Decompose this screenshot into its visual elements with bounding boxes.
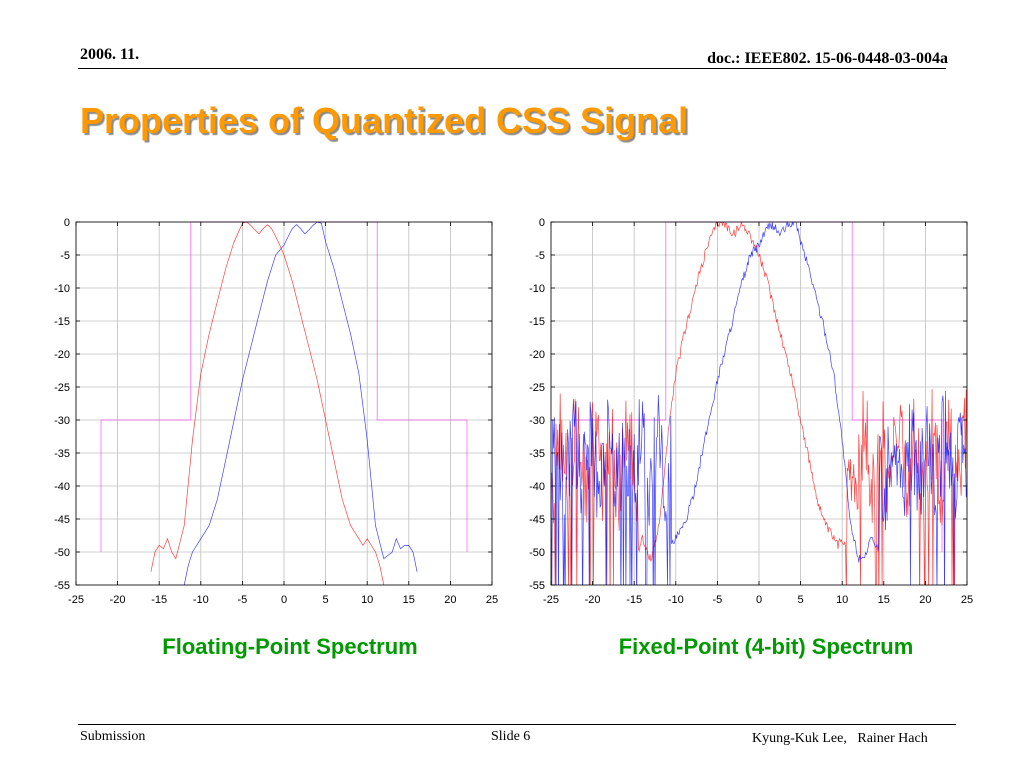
x-tick-label: -20 <box>585 594 601 606</box>
y-tick-label: 0 <box>539 217 545 229</box>
footer-submission: Submission <box>80 729 146 744</box>
y-tick-label: -55 <box>529 580 545 592</box>
y-tick-label: -10 <box>54 283 70 295</box>
x-tick-label: -10 <box>193 594 209 606</box>
x-tick-label: -15 <box>151 594 167 606</box>
red-series-line <box>150 222 385 585</box>
y-tick-label: -40 <box>529 481 545 493</box>
y-tick-label: -30 <box>54 415 70 427</box>
header-divider <box>78 68 946 69</box>
x-tick-label: 25 <box>486 594 498 606</box>
y-tick-label: -10 <box>529 283 545 295</box>
x-tick-label: 0 <box>281 594 287 606</box>
footer-divider <box>78 724 956 725</box>
x-tick-label: 10 <box>361 594 373 606</box>
y-tick-label: -25 <box>54 382 70 394</box>
floating-point-spectrum-chart: -25 -20 -15 -10 -5 0 5 10 15 20 25 0 -5 -10 -15 -20 -25-… <box>50 210 500 610</box>
y-tick-label: -55 <box>54 580 70 592</box>
x-tick-label: 20 <box>919 594 931 606</box>
footer-slide-number: Slide 6 <box>491 729 531 744</box>
y-tick-label: -45 <box>54 514 70 526</box>
x-tick-label: 25 <box>961 594 973 606</box>
x-tick-label: -5 <box>238 594 248 606</box>
x-tick-label: -5 <box>713 594 723 606</box>
x-tick-label: 5 <box>798 594 804 606</box>
fixed-point-caption: Fixed-Point (4-bit) Spectrum <box>618 634 914 659</box>
header-doc-id: doc.: IEEE802. 15-06-0448-03-004a <box>707 50 948 67</box>
y-tick-label: -35 <box>54 448 70 460</box>
blue-series-line <box>551 222 967 585</box>
x-tick-label: -25 <box>543 594 559 606</box>
y-tick-label: -50 <box>529 547 545 559</box>
x-tick-label: -20 <box>110 594 126 606</box>
y-tick-label: -25 <box>529 382 545 394</box>
y-tick-label: -5 <box>60 250 70 262</box>
x-tick-label: 5 <box>323 594 329 606</box>
y-tick-label: -5 <box>535 250 545 262</box>
y-tick-label: -30 <box>529 415 545 427</box>
floating-point-caption: Floating-Point Spectrum <box>162 634 418 659</box>
y-tick-label: -40 <box>54 481 70 493</box>
y-tick-label: -20 <box>54 349 70 361</box>
fixed-point-spectrum-plot: -25 -20 -15 -10 -5 0 5 10 15 20 250-5-10-15-20-25-… <box>529 217 973 606</box>
header-date: 2006. 11. <box>80 46 140 63</box>
x-tick-label: -15 <box>626 594 642 606</box>
y-tick-label: -35 <box>529 448 545 460</box>
x-tick-label: -25 <box>68 594 84 606</box>
fixed-point-spectrum-chart: -25 -20 -15 -10 -5 0 5 10 15 20 25 0 -5 -10 -15 -20 -25-… <box>525 210 975 610</box>
y-tick-label: -15 <box>529 316 545 328</box>
blue-series-line <box>183 222 418 585</box>
red-series-line <box>551 222 967 585</box>
y-tick-label: 0 <box>64 217 70 229</box>
footer-authors: Kyung-Kuk Lee, Rainer Hach <box>752 731 928 746</box>
x-tick-label: -10 <box>668 594 684 606</box>
y-tick-label: -15 <box>54 316 70 328</box>
x-tick-label: 20 <box>444 594 456 606</box>
y-tick-label: -50 <box>54 547 70 559</box>
x-tick-label: 10 <box>836 594 848 606</box>
slide-title: Properties of Quantized CSS Signal <box>80 100 689 141</box>
x-tick-label: 0 <box>756 594 762 606</box>
x-tick-label: 15 <box>878 594 890 606</box>
x-tick-label: 15 <box>403 594 415 606</box>
y-tick-label: -45 <box>529 514 545 526</box>
floating-point-spectrum-plot: -25 -20 -15 -10 -5 0 5 10 15 20 250-5-10-15-20-25-… <box>54 217 498 606</box>
y-tick-label: -20 <box>529 349 545 361</box>
